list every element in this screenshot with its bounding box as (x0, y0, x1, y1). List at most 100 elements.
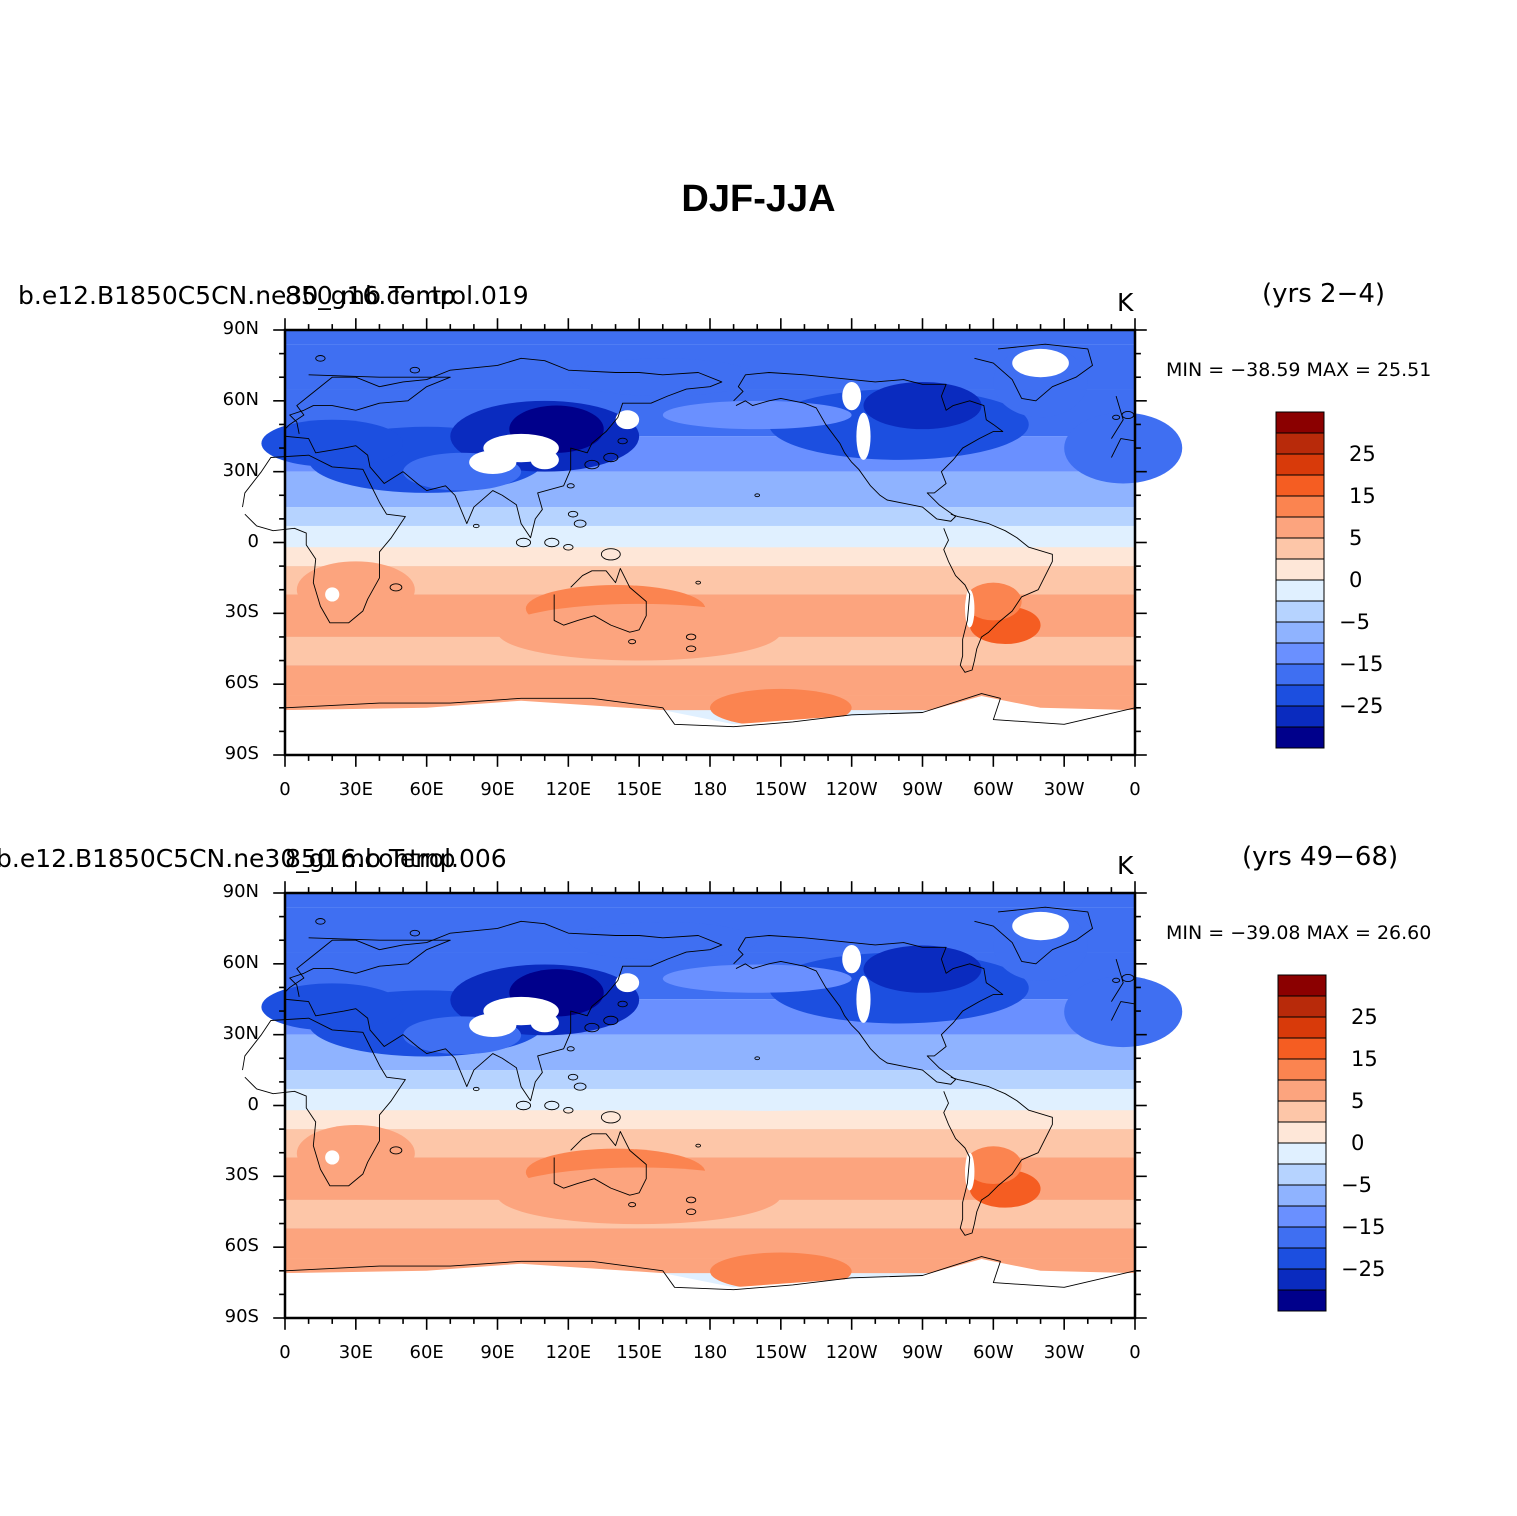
lat-tick-label: 90S (224, 743, 259, 764)
colorbar-tick-label: −25 (1339, 694, 1384, 718)
coastline (285, 694, 1135, 727)
panel-units: K (1117, 851, 1134, 880)
panel-left-label: b.e12.B1850C5CN.ne30_g16.control.006 (0, 844, 507, 873)
island-coastline (604, 453, 618, 462)
colorbar-tick-label: −15 (1339, 652, 1384, 676)
lon-tick-label: 90E (480, 779, 515, 800)
island-coastline (390, 584, 402, 591)
figure-title: DJF-JJA (681, 178, 836, 220)
panel-center-label: 850 mb Temp (285, 844, 456, 873)
colorbar-box (1277, 1142, 1327, 1165)
lat-tick-label: 30N (222, 459, 259, 481)
colorbar-box (1277, 1184, 1327, 1207)
contour-region (296, 561, 415, 619)
missing-data-region (325, 587, 340, 602)
island-coastline (574, 520, 586, 527)
lon-tick-label: 0 (279, 779, 291, 800)
island-coastline (686, 634, 695, 640)
island-coastline (410, 367, 419, 373)
colorbar-box (1275, 726, 1325, 749)
colorbar-box (1275, 453, 1325, 476)
missing-data-region (1012, 348, 1069, 378)
island-coastline (686, 646, 695, 652)
island-coastline (629, 640, 636, 644)
coastline (734, 373, 1003, 522)
contour-region (863, 945, 982, 993)
island-coastline (686, 1209, 695, 1215)
coastline (243, 455, 406, 623)
contour-region (296, 1125, 415, 1182)
lat-tick-label: 60N (222, 388, 259, 410)
colorbar-tick-label: 0 (1351, 1131, 1365, 1155)
island-coastline (568, 511, 577, 517)
contour-region (1064, 976, 1183, 1048)
island-coastline (564, 544, 573, 550)
colorbar-box (1275, 495, 1325, 518)
colorbar-box (1275, 684, 1325, 707)
island-coastline (564, 1107, 573, 1113)
island-coastline (601, 1112, 620, 1123)
colorbar-tick-label: −25 (1341, 1257, 1386, 1281)
colorbar-box (1277, 1100, 1327, 1123)
colorbar-box (1277, 974, 1327, 997)
colorbar-box (1275, 579, 1325, 602)
panel-minmax: MIN = −39.08 MAX = 26.60 (1166, 922, 1432, 944)
contour-band (285, 1070, 1135, 1089)
coastline (974, 907, 1092, 964)
coastline (1111, 439, 1135, 458)
coastline (554, 1131, 646, 1195)
missing-data-region (842, 381, 862, 411)
lon-tick-label: 90E (480, 1342, 515, 1363)
map-panel-2: b.e12.B1850C5CN.ne30_g16.control.006 850… (0, 838, 1517, 1398)
lat-tick-label: 60S (224, 672, 259, 694)
colorbar-box (1275, 558, 1325, 581)
lat-tick-label: 60S (224, 1235, 259, 1257)
coastline (1111, 959, 1123, 1002)
contour-region (261, 419, 404, 467)
coastline (974, 344, 1092, 401)
contour-region (1064, 412, 1183, 484)
island-coastline (316, 919, 325, 925)
lon-tick-label: 150E (616, 1342, 663, 1363)
island-coastline (316, 356, 325, 362)
lon-tick-label: 180 (692, 779, 728, 800)
lon-tick-label: 60E (409, 1342, 444, 1363)
colorbar-box (1275, 516, 1325, 539)
island-coastline (516, 1101, 530, 1110)
colorbar-box (1277, 1163, 1327, 1186)
coastline (944, 514, 1053, 672)
lat-tick-label: 60N (222, 951, 259, 973)
colorbar-box (1275, 642, 1325, 665)
contour-band (285, 547, 1135, 567)
colorbar-box (1277, 1205, 1327, 1228)
contour-region (662, 964, 852, 993)
lon-tick-label: 90W (902, 1342, 943, 1363)
colorbar-box (1277, 995, 1327, 1018)
island-coastline (755, 494, 760, 497)
colorbar-tick-label: 25 (1351, 1005, 1378, 1029)
island-coastline (1113, 978, 1120, 982)
colorbar-boxes (1275, 411, 1325, 749)
colorbar-box (1275, 537, 1325, 560)
colorbar-tick-label: 0 (1349, 568, 1363, 592)
missing-data-region (615, 410, 640, 430)
lon-tick-label: 0 (279, 1342, 291, 1363)
island-coastline (410, 930, 419, 936)
colorbar-tick-label: −5 (1339, 610, 1370, 634)
contour-band (285, 893, 1135, 908)
colorbar-box (1277, 1247, 1327, 1270)
lon-tick-label: 60E (409, 779, 444, 800)
lon-tick-label: 60W (972, 779, 1014, 800)
colorbar-tick-label: 5 (1351, 1089, 1365, 1113)
colorbar-box (1275, 705, 1325, 728)
contour-band (285, 1110, 1135, 1130)
panel-minmax: MIN = −38.59 MAX = 25.51 (1166, 359, 1432, 381)
lon-tick-label: 180 (692, 1342, 728, 1363)
lon-tick-label: 60W (972, 1342, 1014, 1363)
island-coastline (696, 1144, 701, 1147)
missing-data-region (469, 450, 517, 475)
panel-center-label: 850 mb Temp (285, 281, 456, 310)
contour-band (285, 330, 1135, 345)
lon-tick-label: 150W (754, 1342, 807, 1363)
island-coastline (473, 524, 479, 527)
